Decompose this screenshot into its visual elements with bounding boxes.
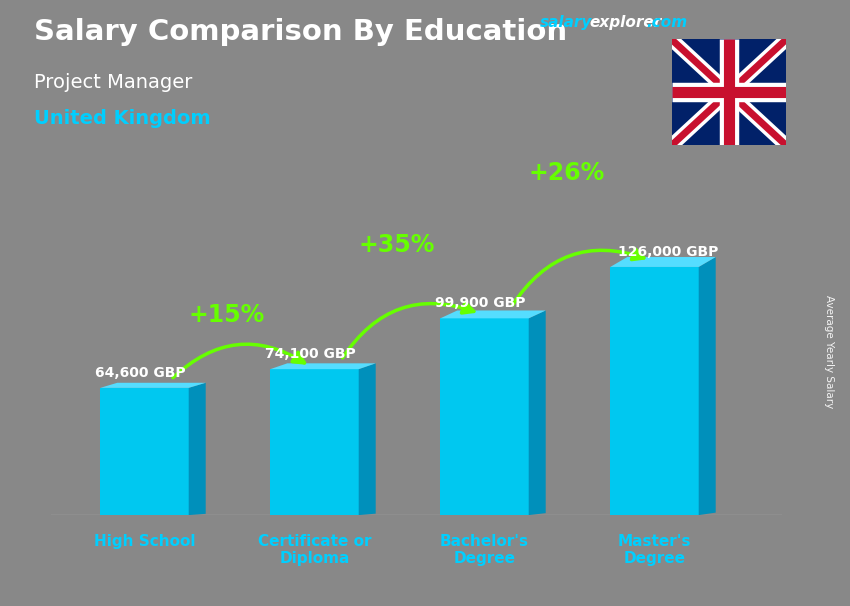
Text: 126,000 GBP: 126,000 GBP bbox=[618, 245, 718, 259]
Polygon shape bbox=[610, 267, 699, 515]
Text: Average Yearly Salary: Average Yearly Salary bbox=[824, 295, 834, 408]
Text: 74,100 GBP: 74,100 GBP bbox=[264, 347, 355, 361]
Text: United Kingdom: United Kingdom bbox=[34, 109, 211, 128]
Polygon shape bbox=[440, 310, 546, 318]
Text: Salary Comparison By Education: Salary Comparison By Education bbox=[34, 18, 567, 46]
Polygon shape bbox=[610, 257, 716, 267]
Text: Project Manager: Project Manager bbox=[34, 73, 192, 92]
Polygon shape bbox=[672, 39, 786, 145]
Polygon shape bbox=[100, 388, 189, 515]
Text: +26%: +26% bbox=[529, 161, 605, 185]
Text: explorer: explorer bbox=[589, 15, 661, 30]
Text: 64,600 GBP: 64,600 GBP bbox=[94, 366, 185, 380]
Polygon shape bbox=[529, 310, 546, 515]
Polygon shape bbox=[189, 383, 206, 515]
Text: 99,900 GBP: 99,900 GBP bbox=[435, 296, 525, 310]
Polygon shape bbox=[270, 369, 359, 515]
Polygon shape bbox=[270, 364, 376, 369]
Text: salary: salary bbox=[540, 15, 592, 30]
Polygon shape bbox=[359, 364, 376, 515]
Text: +35%: +35% bbox=[359, 233, 435, 257]
Text: .com: .com bbox=[646, 15, 687, 30]
Text: +15%: +15% bbox=[189, 304, 265, 327]
Polygon shape bbox=[699, 257, 716, 515]
Polygon shape bbox=[440, 318, 529, 515]
Polygon shape bbox=[100, 383, 206, 388]
